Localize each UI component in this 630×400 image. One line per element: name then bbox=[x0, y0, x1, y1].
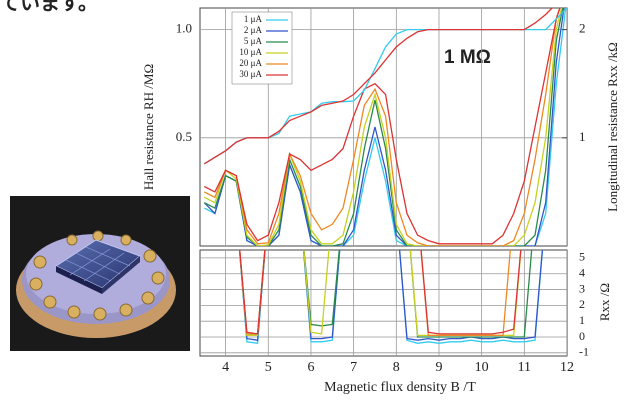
series-line bbox=[203, 8, 553, 165]
legend-label: 1 μA bbox=[244, 14, 263, 24]
series-line bbox=[203, 8, 565, 246]
series-line bbox=[204, 8, 564, 246]
series-line bbox=[204, 8, 567, 246]
legend-label: 20 μA bbox=[239, 58, 262, 68]
series-line bbox=[239, 250, 522, 335]
x-axis-label: Magnetic flux density B /T bbox=[324, 380, 476, 395]
legend-label: 5 μA bbox=[244, 36, 263, 46]
legend-label: 2 μA bbox=[244, 25, 263, 35]
y-tick-label: 3 bbox=[579, 281, 585, 295]
legend-label: 30 μA bbox=[239, 69, 262, 79]
series-line bbox=[204, 8, 563, 246]
x-tick-label: 9 bbox=[435, 360, 442, 375]
y-tick-label: 0 bbox=[579, 329, 585, 343]
x-tick-label: 6 bbox=[307, 360, 314, 375]
y-tick-label: 2 bbox=[579, 297, 585, 311]
y-tick-label: -1 bbox=[579, 345, 589, 359]
x-tick-label: 5 bbox=[265, 360, 272, 375]
plot-area bbox=[200, 250, 567, 356]
y-tick-label: 0.5 bbox=[176, 129, 192, 144]
x-tick-label: 11 bbox=[518, 360, 531, 375]
y-axis-label: Hall resistance RH /MΩ bbox=[141, 64, 156, 190]
y-axis-label: Rxx /Ω bbox=[597, 283, 612, 321]
y-tick-label: 4 bbox=[579, 265, 585, 279]
y-tick-label: 1.0 bbox=[176, 21, 192, 36]
x-tick-label: 8 bbox=[393, 360, 400, 375]
y-tick-label: 1 bbox=[579, 313, 585, 327]
x-tick-label: 10 bbox=[475, 360, 489, 375]
legend-label: 10 μA bbox=[239, 47, 262, 57]
x-tick-label: 7 bbox=[350, 360, 357, 375]
y2-tick-label: 2 bbox=[579, 21, 586, 36]
x-tick-label: 12 bbox=[560, 360, 574, 375]
annotation: 1 MΩ bbox=[444, 47, 491, 68]
caption: ています。 bbox=[0, 0, 98, 15]
y2-axis-label: Longitudinal resistance Rxx /kΩ bbox=[605, 42, 620, 212]
x-tick-label: 4 bbox=[222, 360, 229, 375]
legend-box bbox=[231, 11, 293, 85]
y-tick-label: 5 bbox=[579, 250, 585, 264]
y2-tick-label: 1 bbox=[579, 129, 586, 144]
series-line bbox=[204, 8, 561, 245]
series-line bbox=[204, 8, 561, 246]
device-photo bbox=[10, 196, 190, 351]
